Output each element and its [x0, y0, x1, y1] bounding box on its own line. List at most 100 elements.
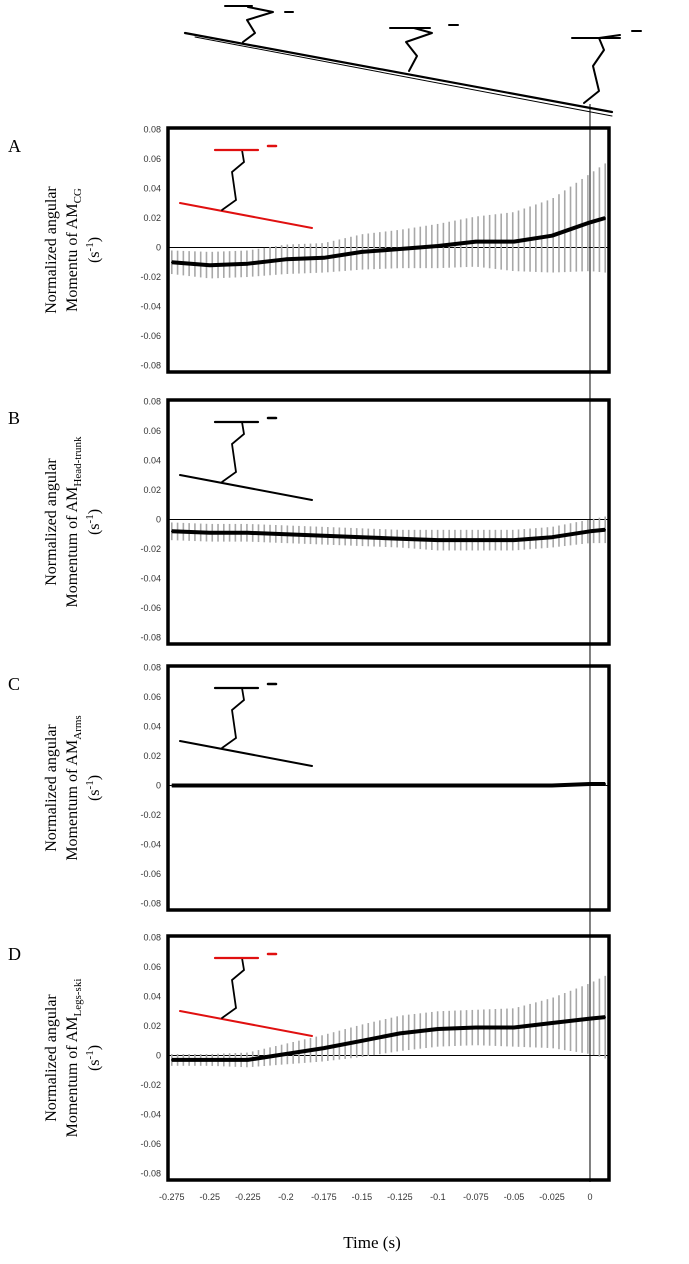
- data-point: [437, 245, 439, 247]
- data-point: [285, 258, 287, 261]
- y-tick-label: 0.08: [143, 933, 161, 943]
- data-point: [323, 1047, 325, 1049]
- data-point: [285, 1053, 287, 1055]
- y-tick-label: -0.08: [140, 633, 161, 643]
- data-point: [604, 783, 606, 785]
- data-point: [437, 1028, 439, 1030]
- y-axis-label: Normalized angular Momentum of AMLegs-ski…: [43, 979, 103, 1138]
- y-tick-label: -0.02: [140, 544, 161, 554]
- svg-text:Momentum of AMLegs-ski: Momentum of AMLegs-ski: [64, 979, 84, 1138]
- y-tick-label: -0.02: [140, 272, 161, 282]
- y-tick-label: 0.08: [143, 125, 161, 135]
- skier-inset-icon: [179, 682, 313, 767]
- y-tick-labels: 0.08 0.06 0.04 0.02 0 -0.02 -0.04 -0.06 -0.08: [140, 397, 161, 643]
- data-point: [247, 531, 249, 534]
- svg-text:Momentum of AMArms: Momentum of AMArms: [64, 715, 84, 860]
- data-point: [437, 784, 439, 787]
- data-point: [247, 262, 249, 265]
- panel-letter: D: [8, 944, 21, 964]
- x-tick-label: -0.2: [278, 1192, 294, 1202]
- y-tick-label: -0.02: [140, 1080, 161, 1090]
- skier-inset-icon: [179, 952, 313, 1037]
- x-tick-label: -0.025: [539, 1192, 565, 1202]
- data-point: [513, 240, 515, 243]
- data-point: [323, 257, 325, 259]
- y-tick-label: 0.04: [143, 722, 161, 732]
- x-tick-label: -0.15: [352, 1192, 373, 1202]
- mean-line: [171, 527, 606, 543]
- y-tick-label: 0.02: [143, 213, 161, 223]
- y-tick-label: 0.06: [143, 426, 161, 436]
- data-point: [209, 784, 211, 787]
- y-tick-label: 0: [156, 243, 161, 253]
- panel-a: 0.08 0.06 0.04 0.02 0 -0.02 -0.04 -0.06 -0.08 A No…: [8, 125, 611, 374]
- y-tick-label: -0.04: [140, 574, 161, 584]
- y-tick-label: -0.08: [140, 361, 161, 371]
- y-tick-labels: 0.08 0.06 0.04 0.02 0 -0.02 -0.04 -0.06 -0.08: [140, 125, 161, 371]
- panel-letter: C: [8, 674, 20, 694]
- data-point: [285, 784, 287, 787]
- svg-text:(s-1): (s-1): [84, 775, 103, 801]
- x-axis: -0.275 -0.25 -0.225 -0.2 -0.175 -0.15 -0.125 -0…: [159, 1192, 592, 1252]
- svg-text:Normalized angular: Normalized angular: [43, 458, 60, 586]
- y-tick-label: 0: [156, 1051, 161, 1061]
- skier-inset-icon: [179, 144, 313, 229]
- data-point: [551, 1022, 553, 1024]
- y-tick-label: 0.08: [143, 663, 161, 673]
- data-point: [604, 1016, 606, 1018]
- panel-d: 0.08 0.06 0.04 0.02 0 -0.02 -0.04 -0.06 -0.08 D No…: [8, 933, 611, 1182]
- data-point: [604, 529, 606, 531]
- x-tick-label: -0.25: [200, 1192, 221, 1202]
- y-tick-label: -0.02: [140, 810, 161, 820]
- data-point: [323, 534, 325, 537]
- data-point: [247, 1059, 249, 1061]
- y-tick-label: -0.06: [140, 1139, 161, 1149]
- y-tick-label: -0.06: [140, 331, 161, 341]
- data-point: [604, 217, 606, 219]
- data-point: [361, 1039, 363, 1042]
- data-point: [361, 536, 363, 538]
- x-tick-label: -0.125: [387, 1192, 413, 1202]
- svg-text:Normalized angular: Normalized angular: [43, 994, 60, 1122]
- y-tick-label: 0.08: [143, 397, 161, 407]
- y-tick-label: 0.06: [143, 962, 161, 972]
- panel-letter: A: [8, 136, 21, 156]
- data-point: [247, 784, 249, 787]
- y-tick-label: -0.06: [140, 603, 161, 613]
- y-tick-label: 0.02: [143, 1021, 161, 1031]
- svg-text:(s-1): (s-1): [84, 1045, 103, 1071]
- y-tick-label: -0.08: [140, 899, 161, 909]
- data-point: [475, 539, 477, 541]
- mean-line: [171, 216, 606, 268]
- y-tick-label: 0.04: [143, 992, 161, 1002]
- panel-letter: B: [8, 408, 20, 428]
- y-tick-label: 0: [156, 515, 161, 525]
- y-axis-label: Normalized angular Momentum of AMArms(s-1…: [43, 715, 103, 860]
- data-point: [209, 264, 211, 267]
- y-tick-label: -0.04: [140, 1110, 161, 1120]
- svg-text:Momentu of AMCG: Momentu of AMCG: [64, 188, 84, 312]
- mean-line: [171, 782, 606, 788]
- data-point: [513, 539, 515, 541]
- panel-c: 0.08 0.06 0.04 0.02 0 -0.02 -0.04 -0.06 -0.08 C No…: [8, 663, 611, 912]
- skier-pose-2: [389, 24, 459, 72]
- x-tick-label: 0: [587, 1192, 592, 1202]
- data-point: [171, 530, 173, 533]
- data-point: [475, 1026, 477, 1029]
- data-point: [209, 1059, 211, 1061]
- y-axis-label: Normalized angular Momentum of AMHead-tru…: [43, 436, 103, 607]
- data-point: [171, 261, 173, 264]
- data-point: [513, 784, 515, 787]
- data-point: [551, 234, 553, 237]
- y-tick-label: 0.04: [143, 456, 161, 466]
- y-tick-label: 0: [156, 781, 161, 791]
- data-point: [399, 537, 401, 540]
- y-tick-label: 0.02: [143, 751, 161, 761]
- y-tick-label: 0.06: [143, 692, 161, 702]
- sd-error-bars: [171, 163, 606, 279]
- x-tick-label: -0.225: [235, 1192, 261, 1202]
- y-axis-label: Normalized angular Momentu of AMCG(s-1): [43, 186, 103, 314]
- skier-pose-3: [571, 30, 642, 104]
- data-point: [323, 784, 325, 787]
